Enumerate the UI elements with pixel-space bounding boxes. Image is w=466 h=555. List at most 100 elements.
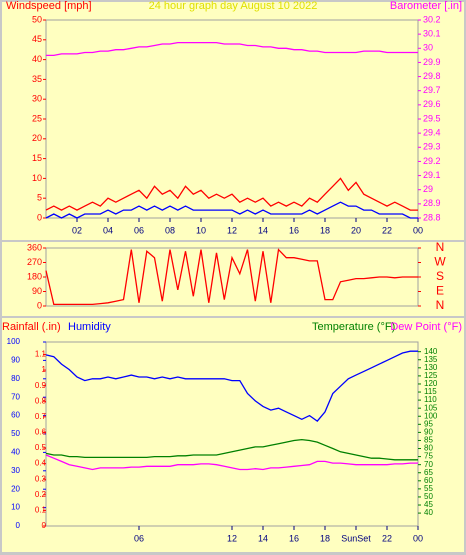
- x-tick-label: 20: [351, 225, 361, 235]
- y-tick-label: 20: [11, 484, 20, 493]
- y2-tick-label: E: [436, 284, 444, 298]
- y3-tick-label: 0.6: [35, 428, 47, 437]
- x-tick-label: 10: [196, 225, 206, 235]
- y2-tick-label: 29: [423, 184, 433, 194]
- y2-tick-label: 29.5: [423, 113, 441, 123]
- y2-tick-label: 125: [424, 371, 438, 380]
- y2-tick-label: 45: [424, 500, 433, 509]
- y-tick-label: 5: [37, 193, 42, 203]
- y2-tick-label: 50: [424, 492, 433, 501]
- y2-tick-label: 105: [424, 403, 438, 412]
- y2-tick-label: N: [436, 298, 445, 312]
- y-tick-label: 60: [11, 411, 20, 420]
- series-line: [45, 177, 418, 211]
- y-tick-label: 90: [11, 356, 20, 365]
- y2-tick-label: 120: [424, 379, 438, 388]
- y-axis-label: Windspeed [mph]: [6, 0, 92, 12]
- x-tick-label: 02: [72, 225, 82, 235]
- y2-tick-label: 28.8: [423, 212, 441, 222]
- y2-tick-label: 30.2: [423, 14, 441, 24]
- y2-tick-label: W: [434, 255, 446, 269]
- y2-tick-label: 29.3: [423, 142, 441, 152]
- y2-tick-label: 80: [424, 444, 433, 453]
- y2-tick-label: 29.8: [423, 71, 441, 81]
- y2-tick-label: 135: [424, 355, 438, 364]
- x-tick-label: 22: [382, 533, 392, 543]
- y-tick-label: 50: [32, 14, 42, 24]
- panel-temperature: [2, 318, 464, 552]
- y2-tick-label: 85: [424, 436, 433, 445]
- y2-tick-label: 130: [424, 363, 438, 372]
- series-line: [45, 454, 418, 471]
- panel-direction: [2, 242, 464, 316]
- y3-tick-label: 0.3: [35, 474, 47, 483]
- y-tick-label: 80: [11, 374, 20, 383]
- x-tick-label: 16: [289, 533, 299, 543]
- y-tick-label: 20: [32, 133, 42, 143]
- y-tick-label: 40: [11, 448, 20, 457]
- y2-tick-label: 29.4: [423, 128, 441, 138]
- y-tick-label: 0: [37, 212, 42, 222]
- y-tick-label: 180: [27, 271, 42, 281]
- y-tick-label: 35: [32, 74, 42, 84]
- y2-tick-label: 115: [424, 387, 437, 396]
- x-tick-label: 04: [103, 225, 113, 235]
- x-tick-label: SunSet: [341, 533, 371, 543]
- y-tick-label: 30: [32, 94, 42, 104]
- y2-tick-label: 29.7: [423, 85, 441, 95]
- y-tick-label: 90: [32, 286, 42, 296]
- y2-tick-label: 29.2: [423, 156, 441, 166]
- y2-tick-label: 95: [424, 419, 433, 428]
- y-tick-label: 70: [11, 392, 20, 401]
- y-tick-label: 50: [11, 429, 20, 438]
- y2-tick-label: 140: [424, 347, 438, 356]
- y3-tick-label: 1.1: [35, 350, 47, 359]
- series-line: [46, 41, 418, 57]
- x-tick-label: 00: [413, 225, 423, 235]
- y3-tick-label: 0.5: [35, 443, 47, 452]
- x-tick-label: 06: [134, 533, 144, 543]
- y-tick-label: 25: [32, 113, 42, 123]
- x-tick-label: 14: [258, 225, 268, 235]
- y-tick-label: 100: [7, 337, 21, 346]
- y3-axis-label: Rainfall (.in): [2, 321, 61, 333]
- y-tick-label: 0: [16, 521, 21, 530]
- y2-tick-label: 30.1: [423, 29, 441, 39]
- y2-tick-label: 75: [424, 452, 433, 461]
- y3-tick-label: 0.9: [35, 381, 47, 390]
- x-tick-label: 18: [320, 225, 330, 235]
- y2-tick-label: 30: [423, 43, 433, 53]
- x-tick-label: 06: [134, 225, 144, 235]
- x-tick-label: 12: [227, 225, 237, 235]
- legend-label: Dew Point (°F): [390, 321, 462, 333]
- series-line: [45, 201, 418, 219]
- y2-tick-label: 40: [424, 508, 433, 517]
- y2-tick-label: 29.9: [423, 57, 441, 67]
- y3-tick-label: 0.4: [35, 459, 47, 468]
- y2-tick-label: 29.6: [423, 99, 441, 109]
- y-tick-label: 360: [27, 242, 42, 252]
- y2-axis-label: Barometer [.in]: [390, 0, 462, 12]
- legend-label: Humidity: [68, 321, 111, 333]
- y2-tick-label: 28.9: [423, 198, 441, 208]
- series-line: [45, 350, 418, 422]
- y-tick-label: 45: [32, 34, 42, 44]
- x-tick-label: 16: [289, 225, 299, 235]
- x-tick-label: 08: [165, 225, 175, 235]
- x-tick-label: 12: [227, 533, 237, 543]
- legend-label: Temperature (°F): [312, 321, 395, 333]
- series-line: [45, 248, 418, 306]
- y2-tick-label: 60: [424, 476, 433, 485]
- y-tick-label: 30: [11, 466, 20, 475]
- y-tick-label: 10: [11, 503, 20, 512]
- y3-tick-label: 0.2: [35, 490, 47, 499]
- y2-tick-label: S: [436, 269, 444, 283]
- y-tick-label: 15: [32, 153, 42, 163]
- x-tick-label: 00: [413, 533, 423, 543]
- y-tick-label: 40: [32, 54, 42, 64]
- panel-wind: [2, 2, 464, 240]
- y-tick-label: 0: [37, 300, 42, 310]
- y-tick-label: 10: [32, 173, 42, 183]
- y2-tick-label: N: [436, 240, 445, 254]
